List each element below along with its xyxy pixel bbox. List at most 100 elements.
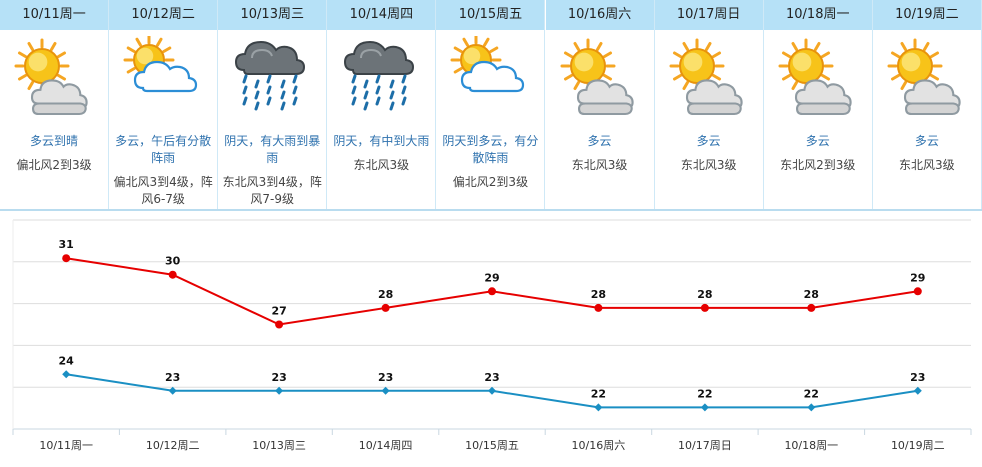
data-label: 24: [59, 354, 75, 367]
forecast-day: 10/15周五 阴天到多云，有分散阵雨偏北风2到3级: [436, 0, 546, 210]
data-point: [700, 403, 709, 412]
x-tick-label: 10/13周三: [252, 439, 306, 452]
wind-description: 偏北风3到4级，阵风6-7级: [113, 175, 213, 206]
x-tick-label: 10/11周一: [39, 439, 93, 452]
weather-description: 多云: [587, 134, 612, 148]
x-tick-label: 10/16周六: [572, 439, 626, 452]
weather-description: 多云: [696, 134, 721, 148]
sun-cloud-icon: [123, 36, 198, 93]
x-tick-label: 10/14周四: [359, 439, 413, 452]
data-point: [913, 386, 922, 395]
data-label: 23: [910, 371, 925, 384]
data-point: [168, 386, 177, 395]
data-label: 28: [697, 288, 712, 301]
forecast-day: 10/12周二 多云，午后有分散阵雨 偏北风3到4级，阵风6-7级: [109, 0, 219, 210]
weather-description: 阴天到多云，有分散阵雨: [442, 134, 539, 165]
day-date: 10/12周二: [109, 0, 218, 30]
data-label: 28: [804, 288, 819, 301]
section-divider: [0, 209, 982, 211]
weather-description: 多云: [914, 134, 939, 148]
wind-description: 东北风3级: [353, 158, 410, 172]
weather-description: 阴天，有大雨到暴雨: [224, 134, 321, 165]
day-date: 10/17周日: [654, 0, 763, 30]
weather-description: 阴天，有中到大雨: [333, 134, 430, 148]
data-label: 23: [165, 371, 180, 384]
wind-description: 东北风2到3级: [780, 158, 856, 172]
day-details: 阴天到多云，有分散阵雨偏北风2到3级: [436, 30, 545, 210]
data-label: 23: [378, 371, 393, 384]
x-tick-label: 10/15周五: [465, 439, 519, 452]
day-date: 10/11周一: [0, 0, 109, 30]
forecast-day: 10/14周四 阴天，有中到大雨 东北风3级: [327, 0, 437, 210]
day-details: 多云到晴偏北风2到3级: [0, 30, 109, 210]
x-tick-label: 10/19周二: [891, 439, 945, 452]
data-point: [62, 254, 71, 263]
data-label: 29: [484, 271, 499, 284]
day-details: 阴天，有中到大雨 东北风3级: [327, 30, 436, 210]
data-point: [381, 386, 390, 395]
data-label: 27: [271, 305, 286, 318]
weather-description: 多云到晴: [30, 134, 79, 148]
data-point: [594, 303, 603, 312]
day-details: 多云东北风3级: [545, 30, 654, 210]
data-label: 22: [591, 387, 606, 400]
sun-cloud-icon: [450, 36, 525, 93]
wind-description: 东北风3级: [899, 158, 955, 172]
wind-description: 东北风3级: [680, 158, 737, 172]
day-details: 多云东北风3级: [654, 30, 763, 210]
day-date: 10/19周二: [872, 0, 981, 30]
day-date: 10/14周四: [327, 0, 436, 30]
day-date: 10/13周三: [218, 0, 327, 30]
day-details: 多云，午后有分散阵雨 偏北风3到4级，阵风6-7级: [109, 30, 218, 210]
data-point: [807, 303, 816, 312]
wind-description: 东北风3级: [571, 158, 628, 172]
data-label: 23: [484, 371, 499, 384]
forecast-strip: 10/11周一 多云到晴 偏北风2到3级 10/12周二 多云，午后有分散阵雨 偏北风3到…: [0, 0, 982, 210]
day-date: 10/18周一: [763, 0, 872, 30]
data-label: 30: [165, 255, 181, 268]
forecast-day: 10/11周一多云到晴偏北风2到3级: [0, 0, 110, 210]
day-details: 阴天，有大雨到暴雨 东北风3到4级，阵风7-9级: [218, 30, 327, 210]
data-label: 29: [910, 271, 925, 284]
data-point: [168, 270, 177, 279]
data-label: 31: [59, 238, 74, 251]
data-point: [807, 403, 816, 412]
data-point: [913, 287, 922, 296]
sun-cloud-icon: [669, 38, 743, 116]
data-label: 22: [697, 387, 712, 400]
day-details: 多云东北风2到3级: [763, 30, 872, 210]
forecast-day: 10/13周三 阴天，有大雨到暴雨 东北风3到4级，阵风7-9级: [218, 0, 328, 210]
data-label: 28: [378, 288, 393, 301]
data-point: [275, 320, 284, 329]
sun-cloud-icon: [887, 38, 961, 116]
rain-icon: [235, 40, 306, 111]
wind-description: 东北风3到4级，阵风7-9级: [222, 175, 322, 206]
data-point: [275, 386, 284, 395]
forecast-day: 10/17周日多云东北风3级: [654, 0, 764, 210]
data-label: 23: [271, 371, 286, 384]
sun-cloud-icon: [778, 38, 852, 116]
x-tick-label: 10/18周一: [784, 439, 838, 452]
x-tick-label: 10/17周日: [678, 439, 732, 452]
data-point: [594, 403, 603, 412]
forecast-day: 10/18周一多云东北风2到3级: [763, 0, 873, 210]
day-date: 10/16周六: [545, 0, 654, 30]
weather-description: 多云，午后有分散阵雨: [115, 134, 212, 165]
data-point: [488, 287, 496, 296]
wind-description: 偏北风2到3级: [452, 175, 529, 189]
data-label: 22: [804, 387, 819, 400]
weather-description: 多云: [805, 134, 830, 148]
x-tick-label: 10/12周二: [146, 439, 200, 452]
temperature-chart: 10/11周一 10/12周二 10/13周三 10/14周四 10/15周五 10/16…: [12, 219, 972, 452]
wind-description: 偏北风2到3级: [16, 158, 92, 172]
day-date: 10/15周五: [436, 0, 545, 30]
sun-cloud-icon: [14, 38, 88, 116]
sun-cloud-icon: [560, 38, 634, 116]
data-point: [488, 386, 496, 395]
day-details: 多云东北风3级: [872, 30, 981, 210]
data-point: [700, 303, 709, 312]
data-point: [62, 370, 71, 379]
forecast-day: 10/19周二多云东北风3级: [872, 0, 982, 210]
data-point: [381, 303, 390, 312]
data-label: 28: [591, 288, 606, 301]
